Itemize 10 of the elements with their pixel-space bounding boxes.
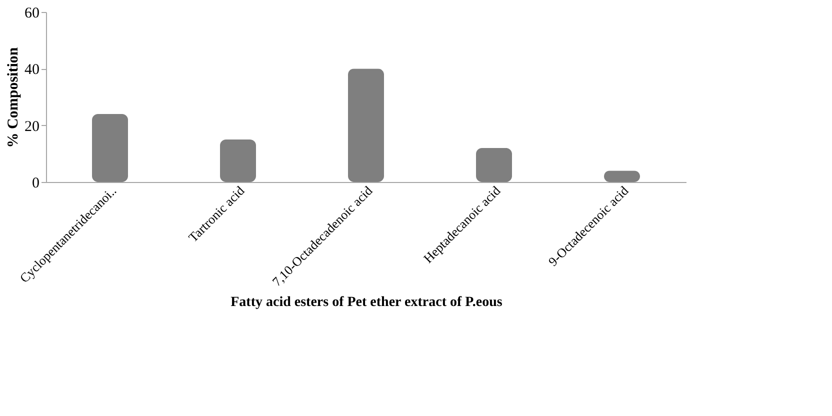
bar	[476, 148, 512, 182]
y-tick-label: 60	[24, 6, 40, 22]
bar	[220, 140, 256, 182]
bar	[92, 114, 128, 182]
bar	[348, 68, 384, 182]
y-tick-label: 0	[32, 176, 40, 192]
y-tick-label: 40	[24, 62, 40, 78]
y-tick-label: 20	[24, 118, 40, 135]
y-axis-title: % Composition	[6, 46, 22, 148]
x-axis-title: Fatty acid esters of Pet ether extract of P.eous	[230, 295, 503, 310]
